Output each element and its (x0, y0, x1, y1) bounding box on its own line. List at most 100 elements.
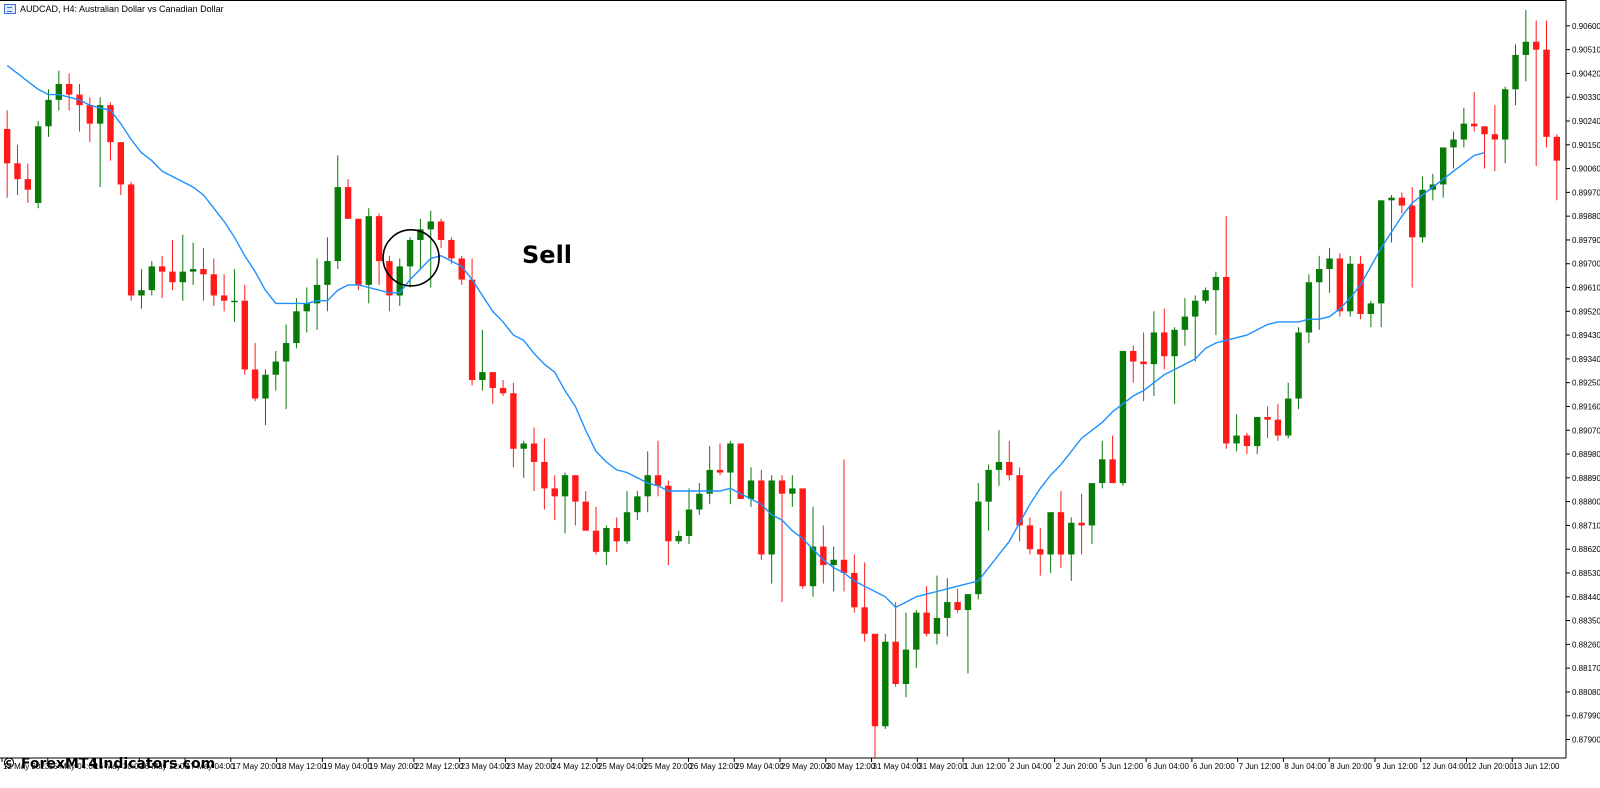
candle-body-bear (510, 393, 517, 449)
candle-body-bear (251, 369, 259, 399)
y-tick-label: 0.90060 (1572, 165, 1600, 174)
candle-body-bull (1233, 435, 1240, 444)
candle-body-bull (1212, 276, 1220, 291)
x-tick-label: 2 Jun 20:00 (1056, 762, 1098, 771)
candle-body-bull (1326, 258, 1333, 270)
candle-body-bull (1305, 282, 1313, 333)
x-tick-label: 12 Jun 04:00 (1422, 762, 1469, 771)
candle-body-bull (1150, 332, 1158, 365)
candle-body-bull (1295, 332, 1302, 399)
x-tick-label: 18 May 12:00 (278, 762, 327, 771)
candle-body-bull (1347, 263, 1354, 312)
candle-body-bull (882, 641, 889, 727)
x-tick-label: 25 May 20:00 (644, 762, 693, 771)
candle-body-bull (396, 266, 403, 296)
candle-body-bull (1388, 197, 1395, 201)
candle-body-bull (520, 443, 527, 449)
x-tick-label: 12 Jun 20:00 (1467, 762, 1514, 771)
candle-body-bull (1450, 139, 1457, 148)
candle-body-bull (1378, 200, 1385, 304)
candle-body-bear (1223, 276, 1230, 444)
y-tick-label: 0.88080 (1572, 688, 1600, 697)
candle-body-bull (1460, 123, 1468, 140)
candle-body-bull (809, 546, 817, 587)
candle-body-bull (1047, 512, 1054, 555)
candle-body-bear (1243, 435, 1251, 447)
y-tick-label: 0.88530 (1572, 569, 1600, 578)
candle-body-bear (778, 480, 786, 494)
x-tick-label: 8 Jun 20:00 (1330, 762, 1372, 771)
candle-body-bull (1512, 54, 1519, 90)
candle-body-bear (861, 607, 868, 634)
watermark-text: © ForexMT4Indicators.com (2, 756, 216, 772)
y-tick-label: 0.90330 (1572, 93, 1600, 102)
chart-window-title: AUDCAD, H4: Australian Dollar vs Canadia… (4, 2, 224, 16)
candle-body-bull (706, 469, 713, 494)
y-tick-label: 0.88260 (1572, 640, 1600, 649)
candle-body-bull (768, 480, 775, 555)
y-tick-label: 0.90600 (1572, 22, 1600, 31)
candle-body-bear (1336, 258, 1344, 312)
candle-body-bear (489, 372, 496, 388)
y-tick-label: 0.89430 (1572, 331, 1600, 340)
y-tick-label: 0.89340 (1572, 355, 1600, 364)
candle-body-bear (851, 572, 858, 608)
candle-body-bear (1109, 459, 1116, 484)
candle-body-bear (840, 559, 848, 573)
candle-body-bear (1481, 126, 1488, 135)
candle-body-bear (117, 142, 125, 185)
x-tick-label: 31 May 20:00 (918, 762, 967, 771)
y-tick-label: 0.89070 (1572, 426, 1600, 435)
x-tick-label: 17 May 04:00 (186, 762, 235, 771)
y-tick-label: 0.88980 (1572, 450, 1600, 459)
y-tick-label: 0.88350 (1572, 617, 1600, 626)
x-tick-label: 23 May 20:00 (506, 762, 555, 771)
x-tick-label: 12 May 2023 (3, 762, 50, 771)
candle-body-bear (613, 528, 620, 542)
candle-body-bull (995, 461, 1003, 470)
y-tick-label: 0.90150 (1572, 141, 1600, 150)
candle-body-bear (716, 469, 724, 473)
candle-body-bull (262, 374, 269, 399)
x-tick-label: 15 May 04:00 (49, 762, 98, 771)
candle-body-bull (1119, 350, 1127, 484)
candle-body-bear (582, 501, 589, 531)
candle-body-bull (830, 559, 837, 566)
candle-body-bull (1202, 290, 1209, 301)
candle-body-bear (1161, 332, 1168, 357)
candle-body-bull (96, 105, 104, 124)
y-tick-label: 0.89880 (1572, 212, 1600, 221)
candle-body-bear (1357, 263, 1364, 314)
candle-body-bull (1254, 417, 1261, 447)
candle-body-bear (1470, 123, 1478, 127)
y-tick-label: 0.89970 (1572, 188, 1600, 197)
candle-body-bull (293, 311, 300, 344)
candle-body-bear (355, 218, 362, 285)
candle-body-bull (365, 216, 372, 285)
candle-body-bull (179, 271, 186, 283)
candle-body-bear (1016, 475, 1023, 526)
x-tick-label: 22 May 12:00 (415, 762, 464, 771)
x-tick-label: 30 May 12:00 (827, 762, 876, 771)
candle-body-bear (210, 274, 217, 296)
candle-body-bull (1088, 483, 1096, 526)
x-tick-label: 6 Jun 04:00 (1147, 762, 1189, 771)
candle-body-bear (169, 271, 176, 283)
candle-body-bull (944, 602, 951, 618)
x-tick-label: 26 May 12:00 (689, 762, 738, 771)
sell-annotation-label: Sell (522, 241, 573, 269)
candle-body-bear (14, 163, 21, 180)
candle-body-bull (1181, 316, 1189, 330)
candle-body-bull (1285, 398, 1292, 436)
candle-body-bull (747, 480, 755, 499)
candle-body-bear (1408, 205, 1416, 238)
y-tick-label: 0.90420 (1572, 69, 1600, 78)
candle-body-bear (954, 602, 961, 610)
candle-body-bear (572, 475, 579, 502)
y-tick-label: 0.89160 (1572, 402, 1600, 411)
candle-body-bear (1026, 525, 1034, 550)
candle-body-bull (789, 488, 796, 494)
candle-body-bear (1532, 41, 1540, 50)
candle-body-bull (623, 512, 631, 542)
